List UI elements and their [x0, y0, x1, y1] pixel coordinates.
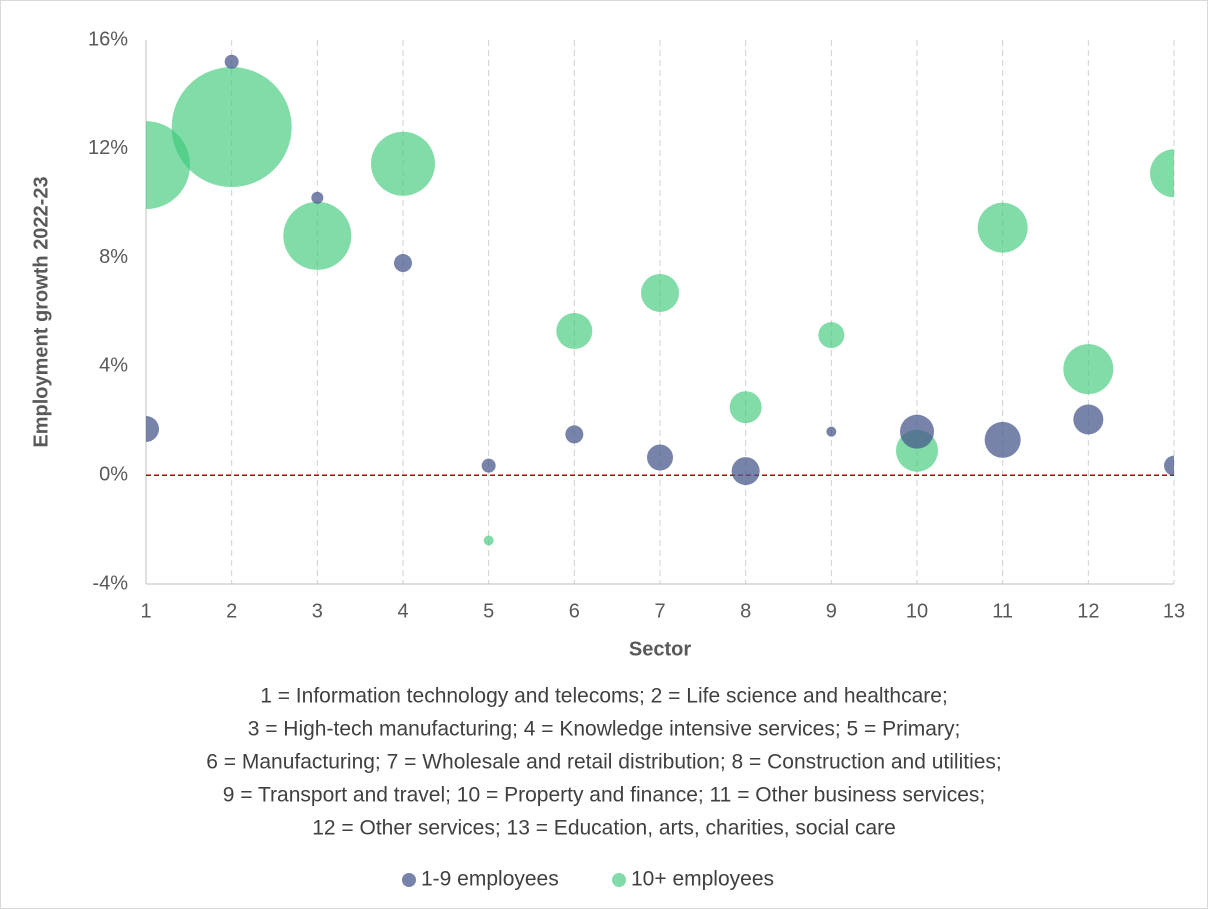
- bubble: [146, 415, 159, 442]
- bubble: [641, 273, 679, 312]
- bubble: [283, 201, 352, 270]
- footnote: 9 = Transport and travel; 10 = Property …: [223, 784, 985, 807]
- x-tick-label: 12: [1077, 600, 1099, 622]
- y-tick-label: 12%: [88, 137, 128, 159]
- bubble: [1063, 344, 1114, 395]
- bubble: [729, 391, 762, 424]
- legend-marker: [612, 873, 626, 887]
- bubble: [977, 202, 1028, 253]
- footnote: 3 = High-tech manufacturing; 4 = Knowled…: [248, 718, 961, 741]
- bubble: [483, 535, 494, 546]
- y-axis-label: Employment growth 2022-23: [30, 176, 52, 447]
- bubble: [565, 425, 584, 444]
- bubble: [984, 421, 1021, 458]
- bubble: [311, 191, 324, 204]
- x-tick-label: 1: [140, 600, 151, 622]
- legend-label: 1-9 employees: [421, 868, 559, 891]
- legend-label: 10+ employees: [631, 868, 774, 891]
- x-tick-label: 3: [312, 600, 323, 622]
- x-tick-label: 7: [654, 600, 665, 622]
- legend-marker: [402, 873, 416, 887]
- bubble: [900, 414, 934, 449]
- y-tick-label: -4%: [92, 572, 128, 594]
- bubble: [371, 131, 435, 196]
- plot-area: [146, 54, 1174, 546]
- bubble: [481, 458, 496, 473]
- x-tick-label: 6: [569, 600, 580, 622]
- x-tick-label: 4: [397, 600, 408, 622]
- footnote: 12 = Other services; 13 = Education, art…: [312, 817, 896, 840]
- bubble: [1150, 149, 1174, 198]
- bubble: [826, 426, 837, 437]
- bubble: [224, 54, 239, 69]
- bubble: [818, 322, 845, 349]
- footnote: 6 = Manufacturing; 7 = Wholesale and ret…: [206, 751, 1002, 774]
- bubble: [731, 457, 760, 486]
- bubble: [1073, 404, 1104, 435]
- y-tick-label: 8%: [99, 246, 128, 268]
- x-tick-label: 13: [1163, 600, 1185, 622]
- footnote: 1 = Information technology and telecoms;…: [260, 685, 948, 708]
- bubble: [647, 444, 673, 471]
- x-tick-label: 10: [906, 600, 928, 622]
- bubble: [556, 313, 593, 350]
- x-tick-label: 8: [740, 600, 751, 622]
- x-tick-label: 5: [483, 600, 494, 622]
- bubble: [394, 254, 412, 273]
- x-tick-label: 9: [826, 600, 837, 622]
- bubble: [171, 67, 292, 188]
- y-tick-label: 0%: [99, 463, 128, 485]
- bubble: [1164, 455, 1174, 476]
- x-axis-label: Sector: [629, 638, 691, 660]
- x-tick-label: 11: [992, 600, 1013, 622]
- y-tick-label: 16%: [88, 28, 128, 50]
- y-tick-label: 4%: [99, 355, 128, 377]
- x-tick-label: 2: [226, 600, 237, 622]
